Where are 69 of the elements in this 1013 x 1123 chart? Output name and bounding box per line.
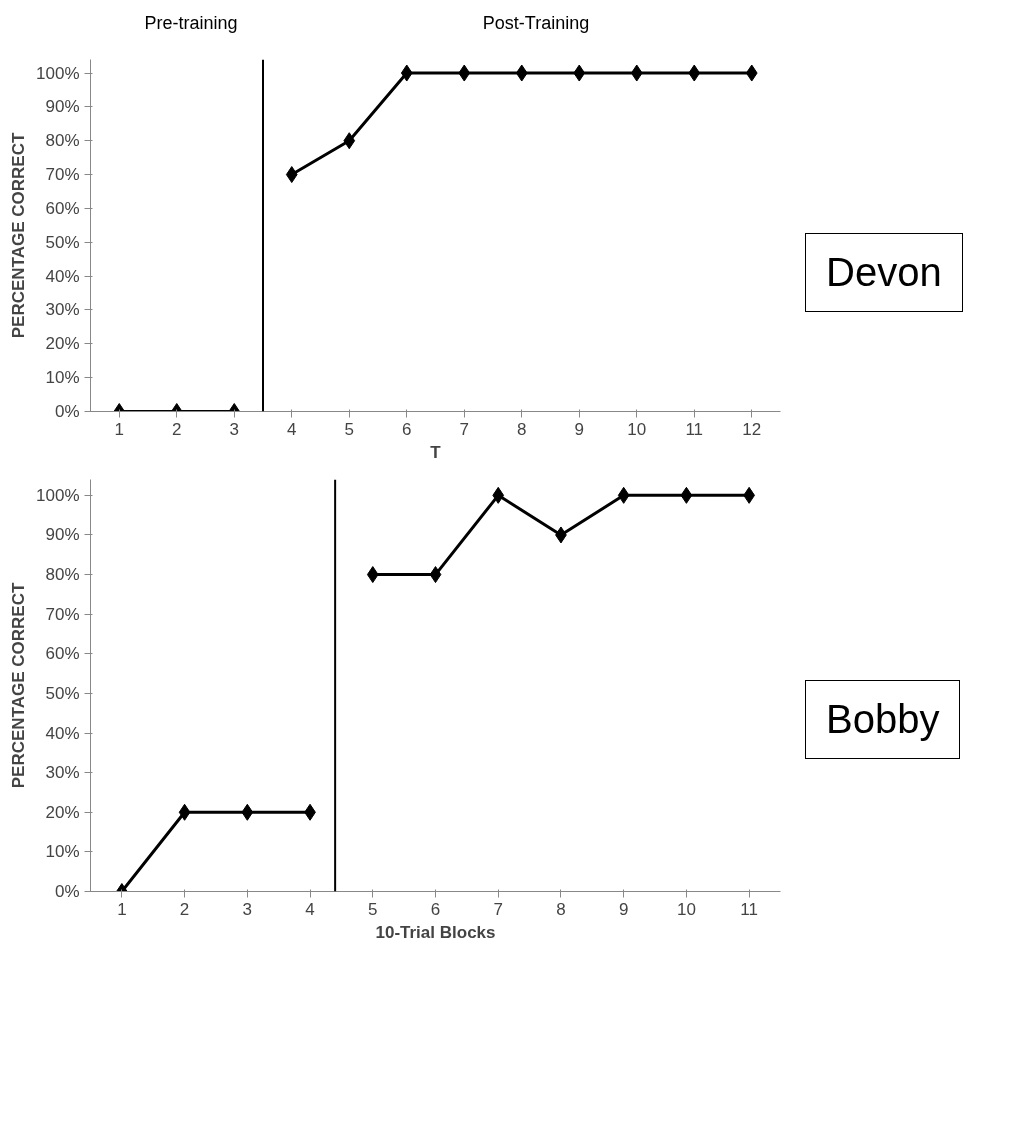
text: Post-Training xyxy=(482,12,590,35)
x-tick-label: 11 xyxy=(740,899,758,919)
point xyxy=(492,486,505,504)
point xyxy=(630,64,643,82)
y-tick-label: 40% xyxy=(45,266,80,286)
y-tick-label: 10% xyxy=(45,842,80,862)
text: Pre-training xyxy=(144,12,238,35)
x-tick-label: 4 xyxy=(287,419,297,439)
x-tick-label: 1 xyxy=(114,419,124,439)
y-tick-label: 30% xyxy=(45,763,80,783)
y-tick-label: 70% xyxy=(45,604,80,624)
y-tick-label: 70% xyxy=(45,165,80,185)
y-tick-label: 50% xyxy=(45,232,80,252)
y-tick-label: 0% xyxy=(54,402,80,421)
point xyxy=(680,486,693,504)
x-tick-label: 8 xyxy=(556,899,566,919)
x-tick-label: 11 xyxy=(685,419,704,439)
x-tick-label: 4 xyxy=(305,899,315,919)
x-tick-label: 10 xyxy=(627,419,647,439)
x-tick-label: 3 xyxy=(229,419,239,439)
x-tick-label: 8 xyxy=(517,419,527,439)
y-tick-label: 80% xyxy=(45,131,80,151)
x-tick-label: 12 xyxy=(742,419,762,439)
x-tick-label: 2 xyxy=(172,419,182,439)
point xyxy=(285,166,298,184)
y-tick-label: 50% xyxy=(45,683,80,703)
y-tick-label: 20% xyxy=(45,802,80,822)
y-tick-label: 30% xyxy=(45,300,80,320)
y-tick-label: 90% xyxy=(45,525,80,545)
point xyxy=(688,64,701,82)
x-axis-title: 10-Trial Blocks xyxy=(375,922,496,942)
y-tick-label: 80% xyxy=(45,565,80,585)
point xyxy=(745,64,758,82)
y-tick-label: 0% xyxy=(54,882,80,901)
y-tick-label: 10% xyxy=(45,368,80,388)
point xyxy=(178,803,191,821)
y-tick-label: 90% xyxy=(45,97,80,117)
y-tick-label: 100% xyxy=(36,485,80,505)
x-tick-label: 9 xyxy=(574,419,584,439)
x-tick-label: 5 xyxy=(368,899,378,919)
point xyxy=(617,486,630,504)
y-axis-title: PERCENTAGE CORRECT xyxy=(9,132,29,339)
point xyxy=(429,566,442,584)
y-tick-label: 60% xyxy=(45,644,80,664)
point xyxy=(458,64,471,82)
point xyxy=(515,64,528,82)
text: Bobby xyxy=(805,680,961,760)
x-tick-label: 7 xyxy=(459,419,469,439)
y-tick-label: 20% xyxy=(45,334,80,354)
y-axis-title: PERCENTAGE CORRECT xyxy=(9,582,29,789)
x-tick-label: 7 xyxy=(493,899,503,919)
x-tick-label: 9 xyxy=(618,899,629,919)
point xyxy=(343,132,356,150)
point xyxy=(241,803,254,821)
y-tick-label: 100% xyxy=(36,63,80,83)
x-tick-label: 5 xyxy=(344,419,354,439)
x-tick-label: 6 xyxy=(430,899,441,919)
x-tick-label: 6 xyxy=(402,419,412,439)
point xyxy=(366,566,379,584)
x-tick-label: 1 xyxy=(117,899,127,919)
x-tick-label: 3 xyxy=(242,899,253,919)
point xyxy=(400,64,413,82)
x-tick-label: 2 xyxy=(179,899,190,919)
point xyxy=(573,64,586,82)
text: Devon xyxy=(805,233,963,313)
y-tick-label: 40% xyxy=(45,723,80,743)
y-tick-label: 60% xyxy=(45,198,80,218)
x-axis-title: T xyxy=(430,442,442,462)
x-tick-label: 10 xyxy=(676,899,696,919)
